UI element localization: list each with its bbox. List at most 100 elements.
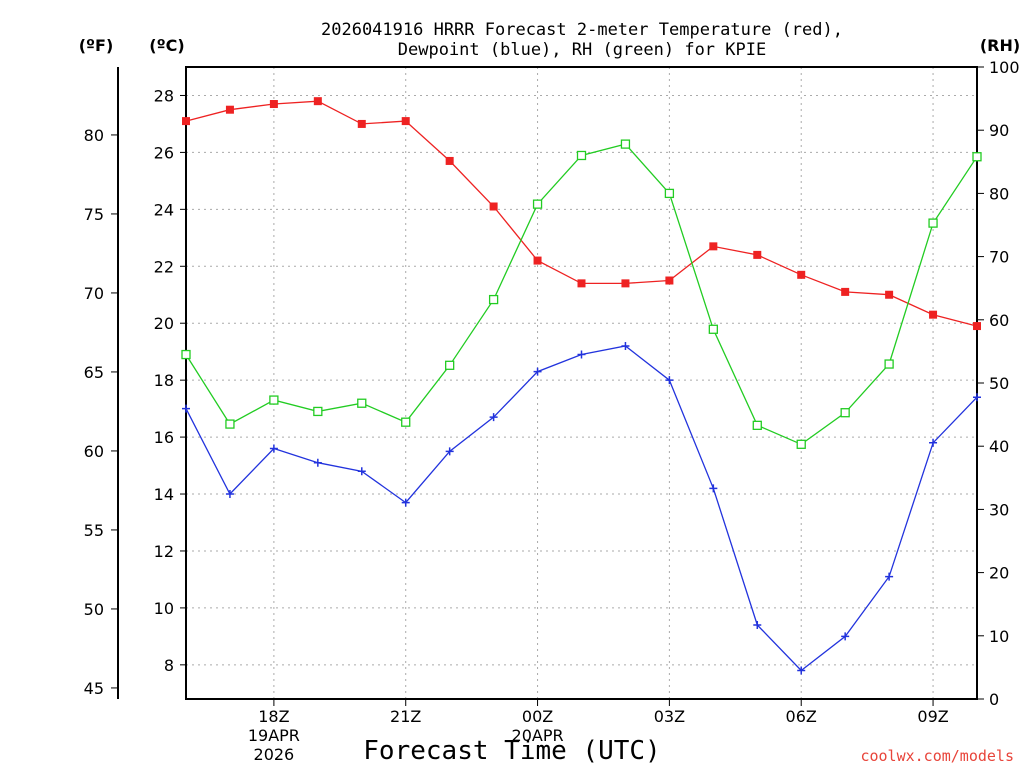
temperature-point xyxy=(797,270,806,279)
x-axis-title: Forecast Time (UTC) xyxy=(363,736,660,766)
rh-line xyxy=(185,143,978,446)
celsius-tick-label: 22 xyxy=(154,257,174,276)
temperature-point xyxy=(182,117,190,126)
series-layer xyxy=(181,97,982,675)
plot-frame xyxy=(185,66,978,700)
rh-point xyxy=(532,199,543,209)
rh-series xyxy=(181,139,982,449)
celsius-tick-label: 16 xyxy=(154,428,174,447)
rh-tick-label: 90 xyxy=(989,121,1009,140)
rh-tick-label: 50 xyxy=(989,374,1009,393)
dewpoint-point xyxy=(533,367,542,376)
time-tick-label: 06Z xyxy=(786,707,817,726)
rh-point xyxy=(928,218,938,228)
temperature-point xyxy=(577,279,586,288)
dewpoint-point xyxy=(225,490,234,499)
dewpoint-point xyxy=(973,393,981,402)
celsius-tick-label: 14 xyxy=(154,485,174,504)
rh-point xyxy=(225,419,235,429)
temperature-point xyxy=(885,290,894,299)
time-tick-label: 21Z xyxy=(390,707,421,726)
temperature-point xyxy=(313,97,322,106)
temperature-point xyxy=(533,256,542,265)
celsius-tick-label: 26 xyxy=(154,143,174,162)
rh-tick-label: 0 xyxy=(989,690,999,709)
rh-point xyxy=(181,349,191,360)
dewpoint-point xyxy=(929,438,938,447)
dewpoint-point xyxy=(269,444,278,453)
chart-title-line-2: Dewpoint (blue), RH (green) for KPIE xyxy=(398,40,766,60)
celsius-tick-label: 20 xyxy=(154,314,174,333)
temperature-point xyxy=(973,322,981,331)
rh-point xyxy=(796,439,806,449)
rh-point xyxy=(972,152,982,162)
time-tick-year: 2026 xyxy=(254,745,295,764)
fahrenheit-axis: 45 50 55 60 65 70 75 80 xyxy=(84,126,118,698)
fahrenheit-tick-label: 70 xyxy=(84,284,104,303)
rh-tick-label: 30 xyxy=(989,500,1009,519)
rh-axis: 0 10 20 30 40 50 60 70 80 90 100 xyxy=(977,58,1020,709)
temperature-point xyxy=(401,117,410,126)
fahrenheit-tick-label: 80 xyxy=(84,126,104,145)
rh-tick-label: 100 xyxy=(989,58,1020,77)
credit-link[interactable]: coolwx.com/models xyxy=(860,747,1014,765)
dewpoint-point xyxy=(577,350,586,359)
rh-point xyxy=(269,395,279,405)
temperature-point xyxy=(841,287,850,296)
celsius-unit-label: (ºC) xyxy=(149,36,184,55)
time-tick-date: 19APR xyxy=(248,726,300,745)
dewpoint-point xyxy=(709,484,718,493)
rh-point xyxy=(620,139,631,149)
rh-point xyxy=(752,420,762,430)
celsius-tick-label: 28 xyxy=(154,86,174,105)
dewpoint-point xyxy=(841,632,850,641)
dewpoint-point xyxy=(489,413,498,422)
fahrenheit-tick-label: 65 xyxy=(84,363,104,382)
dewpoint-point xyxy=(621,341,630,350)
rh-tick-label: 60 xyxy=(989,311,1009,330)
rh-point xyxy=(401,417,411,427)
temperature-series xyxy=(182,97,981,331)
rh-point xyxy=(664,188,675,199)
dewpoint-series xyxy=(182,341,981,675)
fahrenheit-tick-label: 50 xyxy=(84,600,104,619)
temperature-point xyxy=(225,105,234,114)
rh-point xyxy=(884,359,894,369)
rh-point xyxy=(708,324,718,334)
grid-lines xyxy=(186,67,977,699)
dewpoint-line xyxy=(185,345,978,672)
temperature-point xyxy=(665,276,674,285)
dewpoint-point xyxy=(797,666,806,675)
dewpoint-point xyxy=(665,376,674,385)
time-tick-label: 18Z xyxy=(258,707,289,726)
dewpoint-point xyxy=(401,498,410,507)
temperature-point xyxy=(489,202,498,211)
dewpoint-point xyxy=(753,620,762,629)
celsius-tick-label: 24 xyxy=(154,200,174,219)
rh-point xyxy=(840,408,850,418)
celsius-tick-label: 18 xyxy=(154,371,174,390)
celsius-tick-label: 8 xyxy=(164,656,174,675)
fahrenheit-tick-label: 75 xyxy=(84,205,104,224)
dewpoint-point xyxy=(182,404,190,413)
temperature-point xyxy=(929,310,938,319)
fahrenheit-unit-label: (ºF) xyxy=(79,36,114,55)
temperature-point xyxy=(621,279,630,288)
rh-point xyxy=(576,150,587,161)
temperature-point xyxy=(709,242,718,251)
celsius-axis: 8 10 12 14 16 18 20 22 24 26 28 xyxy=(154,86,186,675)
rh-point xyxy=(488,294,499,305)
time-tick-label: 00Z xyxy=(522,707,553,726)
chart-title-line-1: 2026041916 HRRR Forecast 2-meter Tempera… xyxy=(321,20,843,40)
rh-unit-label: (RH) xyxy=(980,36,1020,55)
fahrenheit-tick-label: 55 xyxy=(84,521,104,540)
dewpoint-point xyxy=(885,572,894,581)
celsius-tick-label: 12 xyxy=(154,542,174,561)
rh-tick-label: 20 xyxy=(989,564,1009,583)
temperature-line xyxy=(185,100,978,327)
rh-tick-label: 70 xyxy=(989,248,1009,267)
temperature-point xyxy=(445,156,454,165)
dewpoint-point xyxy=(313,458,322,467)
